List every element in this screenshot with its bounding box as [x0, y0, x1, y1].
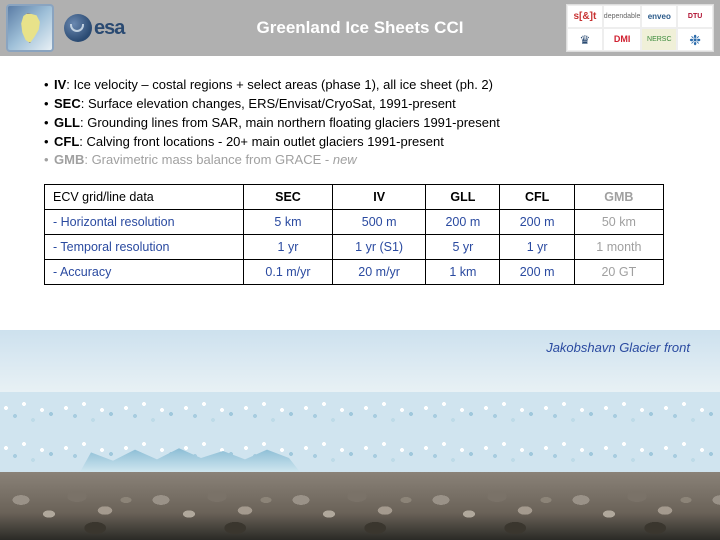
partner-logo-nersc: NERSC [641, 28, 677, 51]
glacier-photo: Jakobshavn Glacier front [0, 330, 720, 540]
table-row: - Temporal resolution 1 yr 1 yr (S1) 5 y… [45, 235, 664, 260]
partner-logos-grid: s[&]t dependable enveo DTU ♛ DMI NERSC ❉ [566, 4, 714, 52]
cell: 1 yr [500, 235, 574, 260]
photo-rocks [0, 472, 720, 540]
header-bar: esa Greenland Ice Sheets CCI s[&]t depen… [0, 0, 720, 56]
cell: 200 m [500, 260, 574, 285]
cell: 200 m [500, 210, 574, 235]
partner-logo-enveo: enveo [641, 5, 677, 28]
page-title: Greenland Ice Sheets CCI [257, 18, 464, 38]
content-area: IV: Ice velocity – costal regions + sele… [0, 56, 720, 285]
greenland-logo-icon [6, 4, 54, 52]
cell: 5 yr [426, 235, 500, 260]
table-header-row: ECV grid/line data SEC IV GLL CFL GMB [45, 185, 664, 210]
cell: 500 m [333, 210, 426, 235]
bullet-sec: SEC: Surface elevation changes, ERS/Envi… [44, 95, 676, 114]
cell: 0.1 m/yr [243, 260, 332, 285]
cell: 200 m [426, 210, 500, 235]
bullet-gmb: GMB: Gravimetric mass balance from GRACE… [44, 151, 676, 170]
partner-logo-st: s[&]t [567, 5, 603, 28]
cell: 1 yr (S1) [333, 235, 426, 260]
partner-logo-dtu: DTU [677, 5, 713, 28]
partner-logo-dmi: DMI [603, 28, 642, 51]
cell: 20 GT [574, 260, 663, 285]
partner-logo-dep: dependable [603, 5, 642, 28]
cell: 1 km [426, 260, 500, 285]
row-label: - Accuracy [45, 260, 244, 285]
col-iv: IV [333, 185, 426, 210]
col-gll: GLL [426, 185, 500, 210]
photo-caption: Jakobshavn Glacier front [546, 340, 690, 355]
table-row: - Accuracy 0.1 m/yr 20 m/yr 1 km 200 m 2… [45, 260, 664, 285]
row-label: - Temporal resolution [45, 235, 244, 260]
bullet-iv: IV: Ice velocity – costal regions + sele… [44, 76, 676, 95]
row-label: - Horizontal resolution [45, 210, 244, 235]
cell: 1 yr [243, 235, 332, 260]
col-cfl: CFL [500, 185, 574, 210]
cell: 50 km [574, 210, 663, 235]
esa-globe-icon [64, 14, 92, 42]
col-gmb: GMB [574, 185, 663, 210]
ecv-table: ECV grid/line data SEC IV GLL CFL GMB - … [44, 184, 664, 285]
cell: 5 km [243, 210, 332, 235]
cell: 20 m/yr [333, 260, 426, 285]
table-row: - Horizontal resolution 5 km 500 m 200 m… [45, 210, 664, 235]
partner-logo-globe-icon: ❉ [677, 28, 713, 51]
col-sec: SEC [243, 185, 332, 210]
bullet-cfl: CFL: Calving front locations - 20+ main … [44, 133, 676, 152]
esa-logo: esa [64, 14, 124, 42]
bullet-gll: GLL: Grounding lines from SAR, main nort… [44, 114, 676, 133]
cell: 1 month [574, 235, 663, 260]
photo-ice [0, 392, 720, 472]
col-ecv: ECV grid/line data [45, 185, 244, 210]
esa-text: esa [94, 17, 124, 40]
bullet-list: IV: Ice velocity – costal regions + sele… [44, 76, 676, 170]
partner-logo-crown-icon: ♛ [567, 28, 603, 51]
ecv-table-wrap: ECV grid/line data SEC IV GLL CFL GMB - … [44, 184, 676, 285]
